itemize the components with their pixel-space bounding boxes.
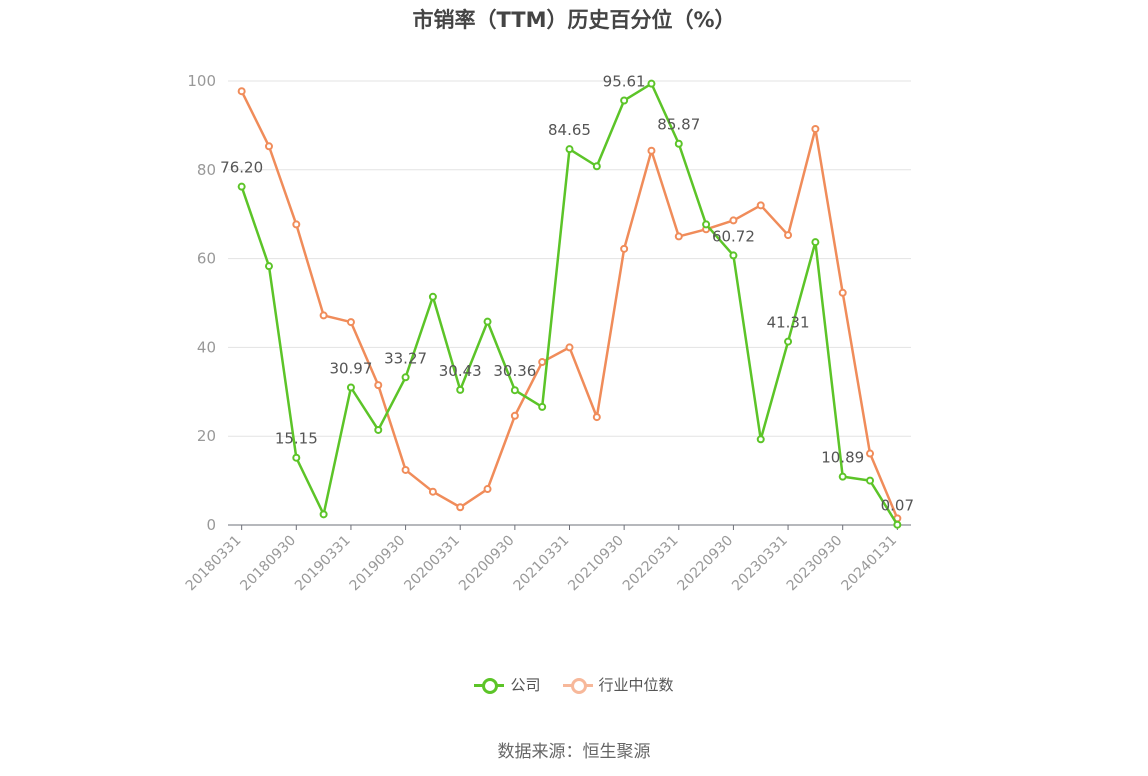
x-tick-label-20210930: 20210930 bbox=[565, 533, 627, 595]
data-point-company-20240131 bbox=[893, 520, 902, 529]
data-point-company-20180930 bbox=[292, 453, 301, 462]
data-point-company-20220331 bbox=[674, 139, 683, 148]
data-point-industry-20200930 bbox=[510, 411, 519, 420]
data-label-company-20210930: 95.61 bbox=[603, 72, 646, 90]
y-tick-label-0: 0 bbox=[206, 516, 216, 534]
data-point-industry-20200331 bbox=[456, 503, 465, 512]
legend-company-label: 公司 bbox=[510, 676, 541, 694]
data-point-company-20201231 bbox=[538, 402, 547, 411]
legend-item-company[interactable]: 公司 bbox=[474, 674, 541, 695]
data-point-company-20190630 bbox=[374, 425, 383, 434]
data-point-industry-20220930 bbox=[729, 216, 738, 225]
data-point-company-20210630 bbox=[592, 162, 601, 171]
x-tick-label-20190930: 20190930 bbox=[347, 533, 409, 595]
data-point-company-20230331 bbox=[784, 337, 793, 346]
data-point-industry-20200630 bbox=[483, 485, 492, 494]
data-point-company-20191231 bbox=[428, 292, 437, 301]
data-point-company-20210331 bbox=[565, 145, 574, 154]
data-label-company-20230930: 10.89 bbox=[821, 449, 864, 467]
data-point-company-20180331 bbox=[237, 182, 246, 191]
data-point-company-20211231 bbox=[647, 79, 656, 88]
data-point-industry-20231231 bbox=[866, 449, 875, 458]
data-point-company-20220930 bbox=[729, 251, 738, 260]
data-point-industry-20230930 bbox=[838, 288, 847, 297]
data-point-industry-20230630 bbox=[811, 124, 820, 133]
data-point-industry-20210331 bbox=[565, 343, 574, 352]
data-label-company-20180930: 15.15 bbox=[275, 430, 318, 448]
chart-title: 市销率（TTM）历史百分位（%） bbox=[412, 8, 736, 32]
data-point-industry-20180331 bbox=[237, 87, 246, 96]
x-tick-label-20220930: 20220930 bbox=[675, 533, 737, 595]
data-label-company-20200331: 30.43 bbox=[439, 362, 482, 380]
x-tick-label-20240131: 20240131 bbox=[838, 533, 900, 595]
x-tick-label-20180331: 20180331 bbox=[183, 533, 245, 595]
data-point-company-20200930 bbox=[510, 386, 519, 395]
data-point-company-20200331 bbox=[456, 385, 465, 394]
data-label-company-20220930: 60.72 bbox=[712, 227, 755, 245]
y-tick-label-40: 40 bbox=[197, 338, 216, 356]
data-point-company-20230630 bbox=[811, 238, 820, 247]
data-point-industry-20190630 bbox=[374, 381, 383, 390]
data-point-industry-20220331 bbox=[674, 232, 683, 241]
label-layer: 76.20 15.15 30.97 33.27 30.43 30.36 84.65 95.61… bbox=[220, 72, 914, 514]
data-label-company-20180331: 76.20 bbox=[220, 159, 263, 177]
data-point-industry-20190930 bbox=[401, 465, 410, 474]
data-point-company-20190930 bbox=[401, 373, 410, 382]
data-point-industry-20190331 bbox=[346, 318, 355, 327]
data-label-company-20230331: 41.31 bbox=[767, 314, 810, 332]
data-label-company-20190930: 33.27 bbox=[384, 349, 427, 367]
source-note: 数据来源：恒生聚源 bbox=[497, 742, 651, 762]
data-label-company-20190331: 30.97 bbox=[329, 359, 372, 377]
x-tick-label-20230331: 20230331 bbox=[729, 533, 791, 595]
y-tick-label-80: 80 bbox=[197, 161, 216, 179]
data-point-company-20200630 bbox=[483, 317, 492, 326]
data-point-company-20210930 bbox=[620, 96, 629, 105]
x-tick-label-20210331: 20210331 bbox=[511, 533, 573, 595]
data-point-company-20190331 bbox=[346, 383, 355, 392]
y-tick-label-60: 60 bbox=[197, 250, 216, 268]
legend-industry-line-icon bbox=[562, 675, 593, 695]
data-label-company-20220331: 85.87 bbox=[657, 116, 700, 134]
legend-industry-label: 行业中位数 bbox=[598, 676, 674, 694]
data-label-company-20240131: 0.07 bbox=[881, 497, 914, 515]
series-layer bbox=[237, 79, 902, 529]
x-tick-label-20180930: 20180930 bbox=[237, 533, 299, 595]
data-point-industry-20230331 bbox=[784, 231, 793, 240]
data-point-company-20221231 bbox=[756, 435, 765, 444]
y-tick-label-20: 20 bbox=[197, 427, 216, 445]
data-point-industry-20191231 bbox=[428, 487, 437, 496]
data-point-company-20220630 bbox=[702, 220, 711, 229]
legend-item-industry[interactable]: 行业中位数 bbox=[562, 674, 674, 695]
axis-layer: 0 20 40 60 80 100 2018033120180930201903312019… bbox=[183, 72, 911, 594]
x-tick-label-20220331: 20220331 bbox=[620, 533, 682, 595]
data-point-company-20231231 bbox=[866, 476, 875, 485]
data-point-company-20180630 bbox=[264, 262, 273, 271]
data-point-industry-20201231 bbox=[538, 358, 547, 367]
x-tick-label-20200930: 20200930 bbox=[456, 533, 518, 595]
data-point-company-20181231 bbox=[319, 510, 328, 519]
data-point-industry-20210630 bbox=[592, 413, 601, 422]
data-label-company-20210331: 84.65 bbox=[548, 121, 591, 139]
legend-company-line-icon bbox=[474, 675, 505, 695]
data-point-industry-20181231 bbox=[319, 311, 328, 320]
data-point-industry-20180630 bbox=[264, 142, 273, 151]
data-point-company-20230930 bbox=[838, 472, 847, 481]
data-label-company-20200930: 30.36 bbox=[493, 362, 536, 380]
data-point-industry-20221231 bbox=[756, 201, 765, 210]
data-point-industry-20210930 bbox=[620, 244, 629, 253]
data-point-industry-20180930 bbox=[292, 220, 301, 229]
y-tick-label-100: 100 bbox=[187, 72, 216, 90]
legend: 公司 行业中位数 bbox=[0, 674, 1148, 695]
x-tick-label-20230930: 20230930 bbox=[784, 533, 846, 595]
x-tick-label-20190331: 20190331 bbox=[292, 533, 354, 595]
x-tick-label-20200331: 20200331 bbox=[401, 533, 463, 595]
data-point-industry-20211231 bbox=[647, 146, 656, 155]
